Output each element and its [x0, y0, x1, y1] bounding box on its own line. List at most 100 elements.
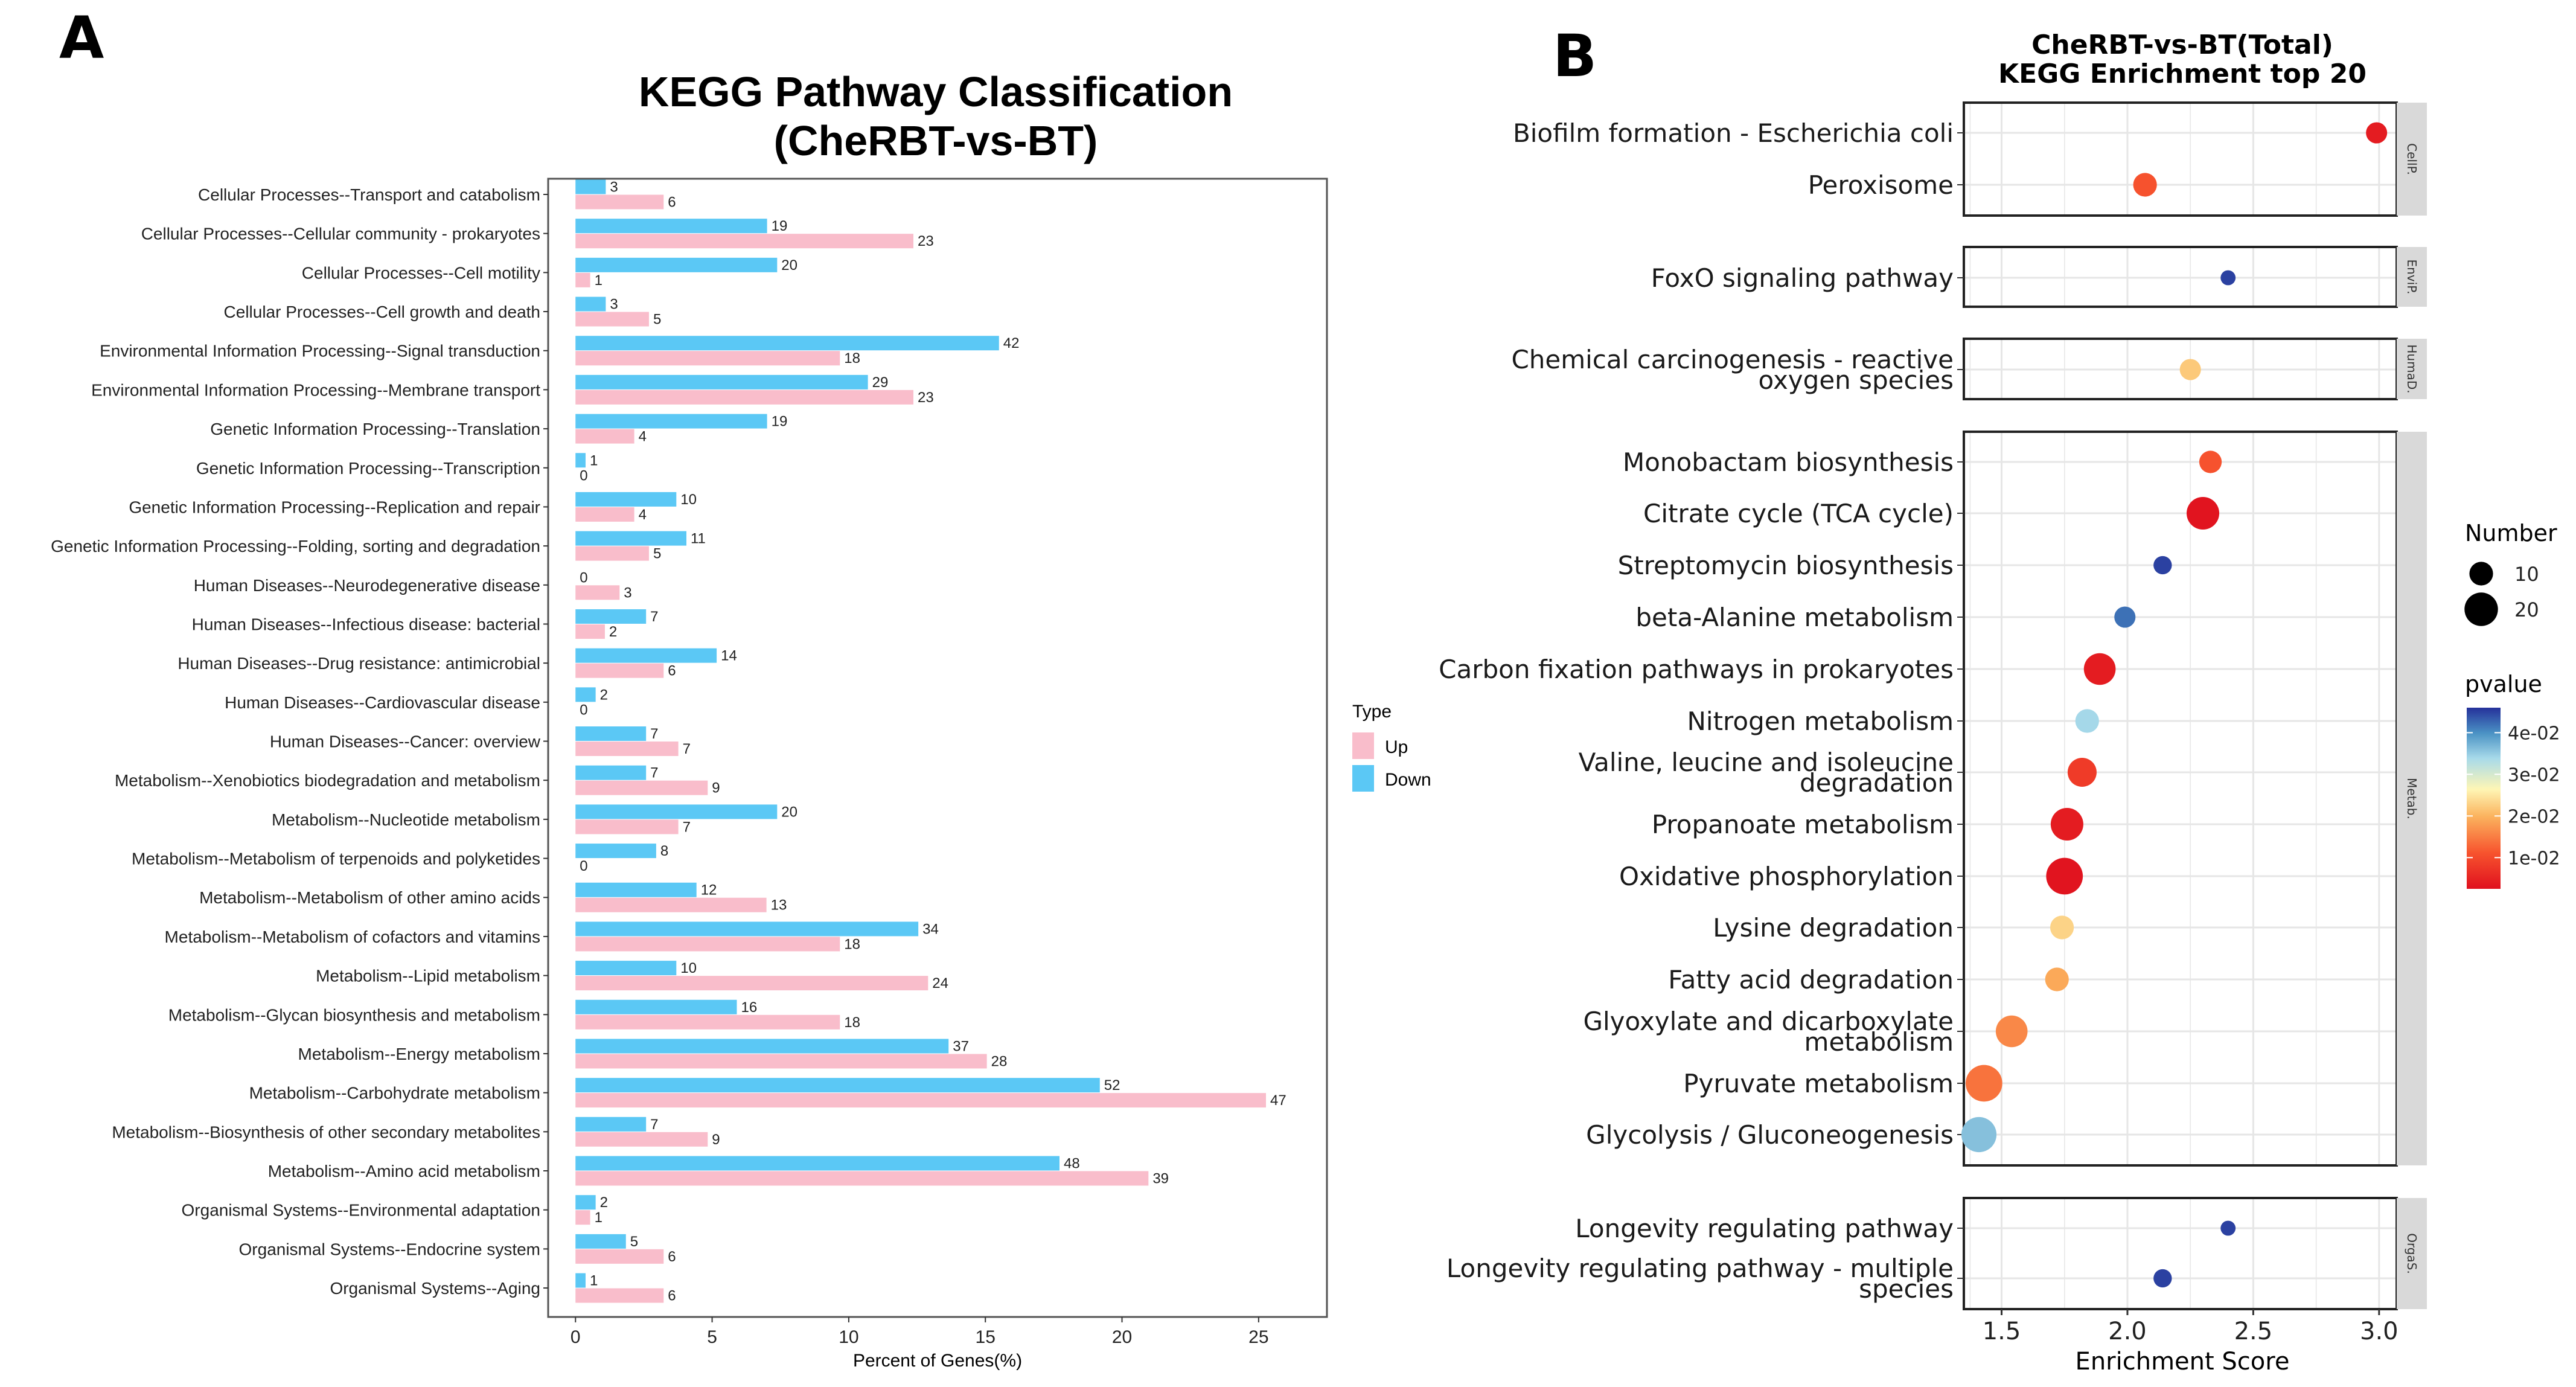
bar-down	[575, 844, 656, 859]
pathway-label-cont: species	[1859, 1274, 1954, 1304]
bar-down	[575, 296, 606, 312]
bar-up-value: 6	[668, 663, 676, 679]
bar-down-value: 2	[600, 1194, 608, 1211]
x-tick-label: 2.5	[2234, 1318, 2273, 1345]
pathway-label: Biofilm formation - Escherichia coli	[1513, 118, 1954, 148]
bar-down-value: 8	[660, 843, 668, 859]
facet-humad: HumaD. Chemical carcinogenesis - reactive…	[1511, 338, 2427, 400]
facet-envip: EnviP. FoxO signaling pathway	[1651, 246, 2427, 308]
bar-up-value: 4	[639, 507, 647, 523]
pathway-label: Monobactam biosynthesis	[1623, 447, 1954, 477]
bar-up	[575, 1132, 708, 1147]
bar-down	[575, 1195, 596, 1210]
category-label: Human Diseases--Infectious disease: bact…	[192, 615, 540, 633]
bar-down-value: 5	[630, 1234, 638, 1250]
enrichment-point	[2133, 173, 2157, 197]
enrichment-point	[2067, 757, 2097, 787]
bar-down	[575, 726, 647, 742]
bar-up-value: 0	[580, 858, 587, 874]
bar-up	[575, 742, 679, 757]
enrichment-point	[1961, 1116, 1997, 1153]
bar-up-value: 24	[932, 975, 948, 991]
enrichment-point	[2045, 967, 2069, 991]
bar-down	[575, 374, 868, 389]
size-legend-dot	[2469, 562, 2493, 586]
bar-down	[575, 1078, 1100, 1093]
bar-down-value: 19	[772, 414, 788, 430]
bar-down-value: 19	[772, 218, 788, 234]
category-label: Genetic Information Processing--Folding,…	[51, 537, 540, 556]
enrichment-point	[2050, 807, 2083, 841]
bar-down	[575, 1156, 1059, 1171]
bar-up	[575, 546, 649, 561]
pathway-label: Longevity regulating pathway - multiple	[1446, 1254, 1954, 1283]
bar-down	[575, 531, 686, 546]
bar-down-value: 52	[1104, 1077, 1120, 1094]
bar-up-value: 5	[653, 312, 661, 328]
bar-down-value: 12	[701, 882, 717, 899]
bar-up-value: 47	[1270, 1092, 1286, 1109]
bar-down	[575, 961, 677, 976]
facet-strip-label: Metab.	[2405, 778, 2419, 819]
size-legend-title: Number	[2465, 520, 2557, 546]
bar-down	[575, 1273, 586, 1288]
facet-strip	[2397, 247, 2427, 307]
enrichment-point	[2083, 653, 2116, 685]
kegg-classification-chart: KEGG Pathway Classification (CheRBT-vs-B…	[51, 68, 1431, 1371]
x-tick-label: 1.5	[1983, 1318, 2021, 1345]
bar-down	[575, 414, 767, 429]
enrichment-point	[2153, 1269, 2172, 1288]
bar-up-value: 9	[712, 1132, 720, 1148]
color-legend-label: 2e-02	[2508, 806, 2560, 827]
facet-metab: Metab. Monobactam biosynthesis Citrate cyc…	[1439, 431, 2427, 1167]
pathway-label: FoxO signaling pathway	[1651, 263, 1954, 293]
enrichment-point	[2186, 496, 2220, 530]
bar-down	[575, 492, 677, 507]
bar-up	[575, 585, 620, 600]
bar-up	[575, 897, 767, 912]
bar-up-value: 3	[624, 585, 631, 601]
chart-b-title-line1: CheRBT-vs-BT(Total)	[2031, 30, 2333, 60]
x-tick-label: 15	[976, 1327, 996, 1347]
bar-down-value: 1	[590, 452, 598, 469]
bar-down	[575, 999, 737, 1014]
pathway-label-cont: oxygen species	[1759, 365, 1954, 395]
bar-down-value: 16	[741, 999, 757, 1016]
pathway-label: Glyoxylate and dicarboxylate	[1583, 1007, 1954, 1036]
bar-up-value: 2	[609, 624, 617, 640]
chart-b-title-line2: KEGG Enrichment top 20	[1998, 59, 2367, 89]
panel-a-label: A	[59, 4, 104, 72]
color-legend-bar	[2467, 708, 2501, 889]
bar-down	[575, 219, 767, 234]
bar-up	[575, 976, 928, 991]
pathway-label: Streptomycin biosynthesis	[1618, 551, 1954, 580]
size-legend: Number 10 20	[2464, 520, 2557, 626]
bar-down-value: 3	[610, 296, 618, 313]
bar-up	[575, 429, 634, 444]
chart-a-title-line1: KEGG Pathway Classification	[639, 68, 1233, 115]
category-label: Cellular Processes--Cellular community -…	[141, 225, 540, 243]
enrichment-point	[1995, 1015, 2028, 1048]
bar-up	[575, 1014, 840, 1030]
bar-up	[575, 389, 913, 405]
category-label: Genetic Information Processing--Translat…	[210, 420, 540, 438]
bar-down-value: 14	[721, 648, 737, 664]
category-label: Cellular Processes--Cell motility	[302, 263, 540, 282]
bar-down-value: 3	[610, 179, 618, 196]
facet-orgas: OrgaS. Longevity regulating pathway Longev…	[1446, 1197, 2427, 1310]
facet-strip	[2397, 339, 2427, 399]
pathway-label: Peroxisome	[1808, 170, 1954, 200]
facet-strip-label: EnviP.	[2405, 259, 2419, 294]
color-legend-title: pvalue	[2465, 671, 2542, 697]
color-legend-label: 3e-02	[2508, 764, 2560, 786]
category-label: Human Diseases--Neurodegenerative diseas…	[194, 576, 540, 595]
category-label: Metabolism--Xenobiotics biodegradation a…	[115, 771, 540, 790]
bar-down	[575, 257, 778, 272]
bar-down	[575, 648, 717, 663]
category-label: Environmental Information Processing--Si…	[100, 342, 540, 360]
bar-up-value: 6	[668, 1249, 676, 1265]
facet-strip	[2397, 432, 2427, 1165]
category-label: Cellular Processes--Cell growth and deat…	[224, 303, 540, 321]
color-legend-label: 1e-02	[2508, 848, 2560, 869]
x-tick-label: 20	[1112, 1327, 1132, 1347]
